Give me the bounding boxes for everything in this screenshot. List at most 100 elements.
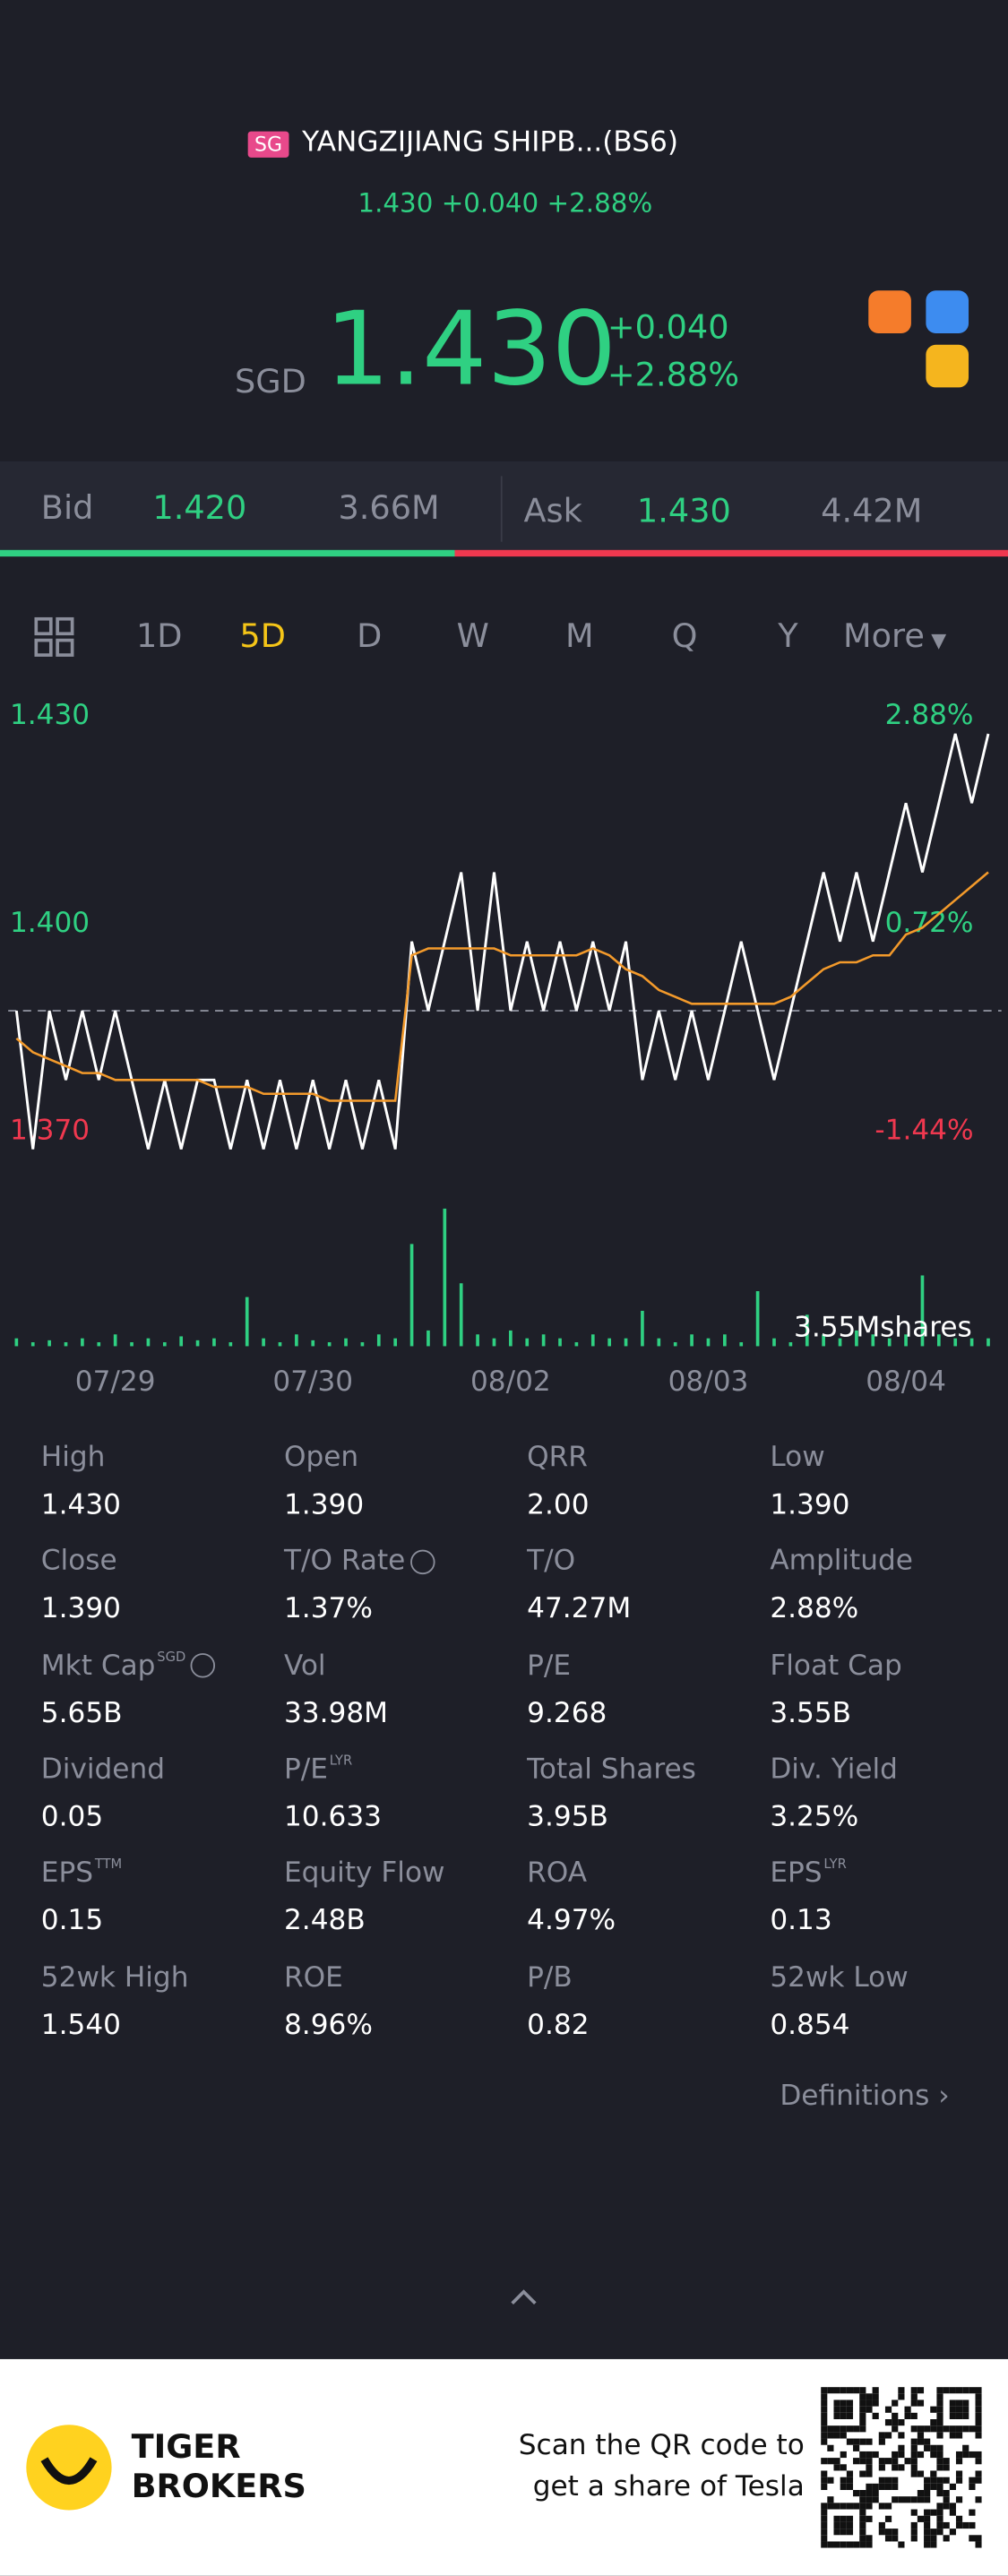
volume-bar	[525, 1338, 530, 1347]
qr-module	[892, 2529, 899, 2536]
qr-module	[962, 2387, 969, 2394]
qr-module	[969, 2535, 976, 2542]
qr-module	[936, 2419, 943, 2426]
qr-module	[943, 2490, 950, 2497]
qr-module	[827, 2444, 834, 2451]
qr-module	[975, 2496, 982, 2503]
info-icon[interactable]	[409, 1549, 435, 1574]
qr-module	[930, 2509, 937, 2516]
tab[interactable]: D	[357, 616, 383, 656]
volume-bar	[953, 1338, 958, 1347]
qr-module	[975, 2535, 982, 2542]
qr-module	[866, 2483, 873, 2491]
qr-module	[833, 2406, 840, 2413]
qr-module	[975, 2393, 982, 2400]
volume-bar	[360, 1342, 365, 1347]
layout-icon[interactable]	[33, 616, 76, 659]
stat-value: 33.98M	[283, 1696, 389, 1730]
qr-module	[910, 2451, 918, 2459]
icon-orange[interactable]	[868, 290, 911, 333]
qr-module	[930, 2451, 937, 2459]
volume-bar	[739, 1342, 744, 1347]
qr-module	[884, 2432, 892, 2439]
brand-line2: BROKERS	[131, 2466, 306, 2506]
qr-module	[892, 2399, 899, 2407]
qr-module	[910, 2470, 918, 2477]
volume-bar	[295, 1334, 298, 1347]
stat-label: Float Cap	[770, 1650, 901, 1683]
qr-module	[930, 2529, 937, 2536]
qr-module	[833, 2515, 840, 2522]
qr-module	[969, 2521, 976, 2529]
qr-module	[898, 2432, 905, 2439]
volume-bar	[788, 1342, 793, 1347]
stock-title: YANGZIJIANG SHIPB...(BS6)	[302, 126, 679, 159]
qr-module	[853, 2503, 860, 2510]
stat-value: 2.48B	[283, 1904, 366, 1938]
volume-bar	[492, 1338, 496, 1347]
qr-module	[853, 2458, 860, 2465]
tab[interactable]: 5D	[239, 616, 286, 656]
qr-module	[821, 2503, 828, 2510]
x-tick-label: 08/02	[470, 1366, 551, 1398]
volume-bar	[130, 1342, 134, 1347]
qr-module	[930, 2470, 937, 2477]
qr-module	[840, 2541, 847, 2548]
stat-label: Close	[41, 1546, 117, 1579]
qr-module	[949, 2399, 956, 2407]
volume-bar	[558, 1338, 562, 1347]
qr-module	[917, 2432, 925, 2439]
qr-module	[884, 2406, 892, 2413]
tab[interactable]: M	[564, 616, 594, 656]
tab[interactable]: W	[456, 616, 489, 656]
qr-module	[975, 2470, 982, 2477]
brand-line1: TIGER	[131, 2426, 241, 2467]
qr-module	[975, 2477, 982, 2484]
qr-module	[910, 2438, 918, 2445]
average-line	[15, 871, 989, 1102]
qr-module	[846, 2515, 854, 2522]
qr-module	[884, 2535, 892, 2542]
qr-module	[878, 2464, 885, 2471]
volume-bar	[706, 1338, 711, 1347]
last-price: 1.430	[324, 289, 617, 409]
icon-flash[interactable]	[926, 290, 969, 333]
qr-module	[936, 2458, 943, 2465]
qr-module	[840, 2477, 847, 2484]
stat-label: 52wk Low	[770, 1961, 908, 1994]
tab[interactable]: Y	[778, 616, 798, 656]
stat-label: High	[41, 1442, 106, 1475]
qr-module	[955, 2432, 963, 2439]
qr-module	[924, 2444, 931, 2451]
tab[interactable]: Q	[671, 616, 698, 656]
qr-module	[898, 2419, 905, 2426]
header-quote: 1.430 +0.040 +2.88%	[358, 187, 652, 219]
qr-module	[910, 2387, 918, 2394]
volume-bar	[443, 1208, 447, 1347]
stat-label: ROE	[284, 1961, 343, 1994]
qr-module	[917, 2470, 925, 2477]
qr-module	[840, 2529, 847, 2536]
qr-module	[917, 2515, 925, 2522]
ask-label: Ask	[523, 490, 582, 530]
tab[interactable]: More ▼	[843, 616, 947, 656]
qr-module	[840, 2412, 847, 2420]
qr-module	[955, 2515, 963, 2522]
ask-bar	[454, 549, 1008, 557]
qr-module	[821, 2529, 828, 2536]
qr-module	[833, 2503, 840, 2510]
stat-label-text: QRR	[527, 1441, 588, 1475]
qr-module	[904, 2406, 911, 2413]
info-icon[interactable]	[190, 1653, 216, 1678]
definitions-link[interactable]: Definitions ›	[780, 2080, 950, 2114]
stat-label: Mkt Cap SGD	[41, 1650, 216, 1682]
tab[interactable]: 1D	[135, 616, 183, 656]
icon-dollar[interactable]	[926, 344, 969, 388]
qr-module	[872, 2399, 879, 2407]
stat-superscript: LYR	[823, 1857, 847, 1873]
bid-size: 3.66M	[338, 487, 440, 528]
volume-bar	[14, 1338, 19, 1347]
qr-module	[840, 2515, 847, 2522]
collapse-caret[interactable]	[507, 2285, 540, 2308]
qr-module	[872, 2393, 879, 2400]
